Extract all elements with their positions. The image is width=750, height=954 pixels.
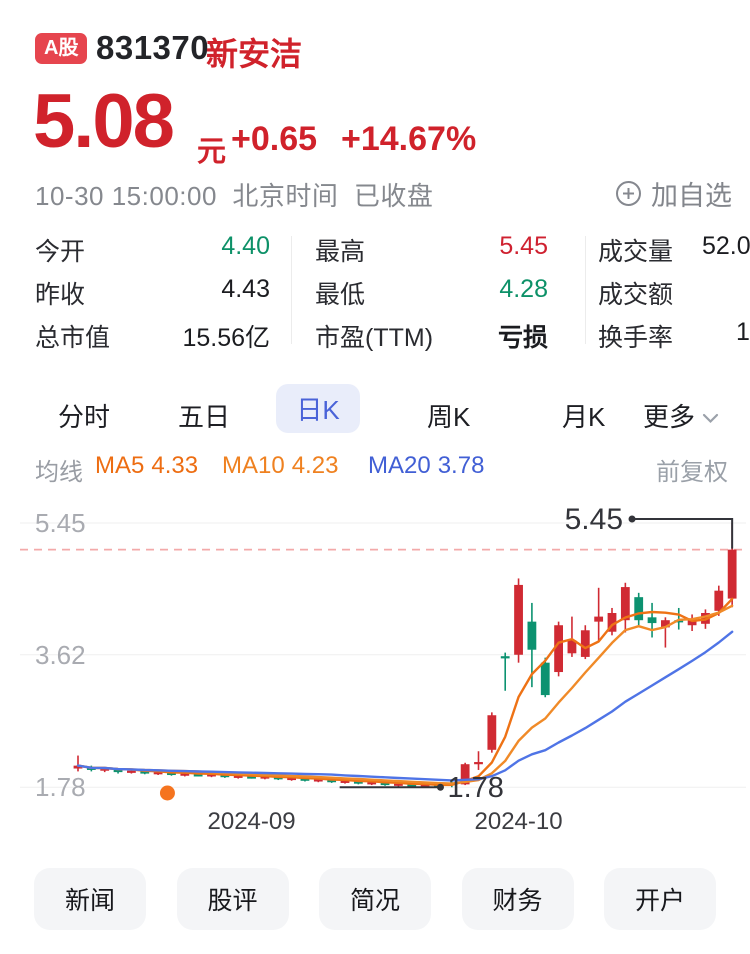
finance-button[interactable]: 财务 <box>461 868 574 930</box>
svg-text:1.78: 1.78 <box>35 772 86 802</box>
stat-prevclose-value: 4.43 <box>221 275 270 303</box>
comments-button[interactable]: 股评 <box>176 868 289 930</box>
stat-open-label: 今开 <box>35 238 86 266</box>
stat-turnoverrate-label: 换手率 <box>598 324 674 352</box>
stock-code: 831370 <box>96 29 210 66</box>
stat-low-label: 最低 <box>315 281 366 309</box>
stock-name: 新安洁 <box>206 36 303 72</box>
price-change: +0.65 <box>231 120 318 158</box>
svg-text:2024-10: 2024-10 <box>475 808 563 835</box>
tab-weekly-k[interactable]: 周K <box>427 402 471 432</box>
quote-time: 10-30 15:00:00 <box>35 181 217 211</box>
price-unit: 元 <box>197 136 227 168</box>
stats-divider-2 <box>585 236 586 344</box>
tab-daily-k-active[interactable]: 日K <box>276 384 360 433</box>
tab-monthly-k[interactable]: 月K <box>562 402 606 432</box>
ma10-value: 4.23 <box>291 452 339 479</box>
add-watchlist-label: 加自选 <box>651 181 732 211</box>
market-closed-label: 已收盘 <box>353 181 434 211</box>
market-badge: A股 <box>35 33 88 64</box>
svg-text:3.62: 3.62 <box>35 640 86 670</box>
profile-button[interactable]: 简况 <box>319 868 431 930</box>
tab-daily-k-label: 日K <box>296 395 340 425</box>
ma10-label: MA10 <box>222 452 285 479</box>
market-status: 10-30 15:00:00 北京时间 已收盘 <box>35 176 433 213</box>
add-watchlist-button[interactable]: 加自选 <box>615 174 732 213</box>
timezone-label: 北京时间 <box>232 181 339 211</box>
adjust-mode-toggle[interactable]: 前复权 <box>656 459 728 486</box>
stat-pe-value: 亏损 <box>497 324 548 352</box>
footer-button-bar: 新闻 股评 简况 财务 开户 <box>34 868 716 930</box>
tab-more-label: 更多 <box>643 402 696 432</box>
tab-fiveday[interactable]: 五日 <box>178 402 231 432</box>
price-change-percent: +14.67% <box>341 120 477 158</box>
stat-marketcap-label: 总市值 <box>35 324 111 352</box>
news-button[interactable]: 新闻 <box>34 868 146 930</box>
current-price: 5.08 <box>33 79 175 164</box>
tab-more-button[interactable]: 更多 <box>643 397 719 434</box>
ma20-legend: MA20 3.78 <box>368 452 491 480</box>
stats-divider-1 <box>291 236 292 344</box>
chevron-down-icon <box>702 400 719 431</box>
ma-row-title: 均线 <box>35 459 83 486</box>
ma5-value: 4.33 <box>151 452 199 479</box>
ma20-value: 3.78 <box>437 452 485 479</box>
stat-prevclose-label: 昨收 <box>35 281 86 309</box>
stat-open-value: 4.40 <box>221 232 270 260</box>
stat-pe-label: 市盈(TTM) <box>315 324 434 352</box>
svg-text:1.78: 1.78 <box>447 772 503 804</box>
ma5-label: MA5 <box>95 452 145 479</box>
svg-text:2024-09: 2024-09 <box>208 808 296 835</box>
ma5-legend: MA5 4.33 <box>95 452 205 480</box>
stat-high-value: 5.45 <box>499 232 548 260</box>
stat-turnoverrate-value: 1 <box>736 318 750 346</box>
tab-minute[interactable]: 分时 <box>58 402 111 432</box>
open-account-button[interactable]: 开户 <box>604 868 716 930</box>
stat-volume-label: 成交量 <box>598 238 674 266</box>
svg-text:5.45: 5.45 <box>565 503 623 536</box>
stat-low-value: 4.28 <box>499 275 548 303</box>
ma20-label: MA20 <box>368 452 431 479</box>
ma10-legend: MA10 4.23 <box>222 452 345 480</box>
stat-high-label: 最高 <box>315 238 366 266</box>
svg-text:5.45: 5.45 <box>35 508 86 538</box>
kline-chart[interactable]: 5.45 3.62 1.78 1.78 5.45 2024-09 2024-10 <box>0 480 750 854</box>
stat-marketcap-value: 15.56亿 <box>182 324 270 352</box>
plus-circle-icon <box>615 180 642 207</box>
stat-turnover-label: 成交额 <box>598 281 674 309</box>
stat-volume-value: 52.0 <box>702 232 750 260</box>
